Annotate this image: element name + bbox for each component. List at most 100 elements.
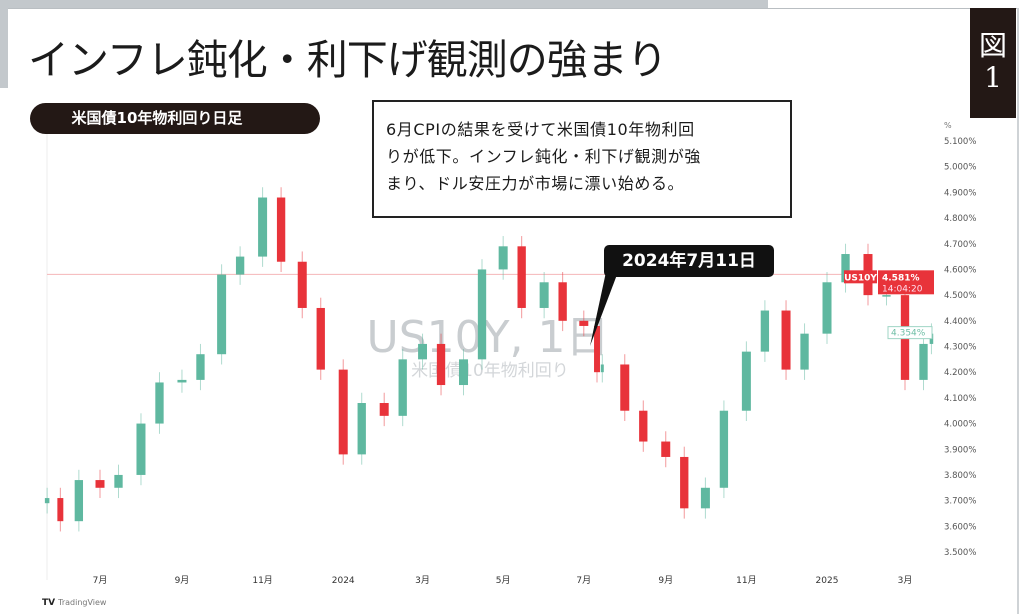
candle-body <box>600 364 604 373</box>
candle-body <box>760 310 770 352</box>
candle-body <box>436 343 446 386</box>
candle <box>398 349 407 427</box>
candle-body <box>258 197 268 257</box>
candle <box>719 400 729 499</box>
y-tick-label: 3.700% <box>944 497 976 507</box>
y-tick-label: 4.400% <box>944 317 976 327</box>
candle <box>517 236 526 319</box>
candle-body <box>741 351 751 411</box>
watermark-symbol: US10Y, 1日 <box>367 312 610 363</box>
y-tick-label: 3.600% <box>944 522 976 532</box>
candle-body <box>316 307 325 370</box>
candle-body <box>800 333 809 370</box>
candle-body <box>74 480 84 522</box>
candle <box>418 333 427 370</box>
x-tick-label: 7月 <box>576 575 591 586</box>
y-axis: 5.100% 5.000% 4.900% 4.800% 4.700% 4.600% 4.50… <box>944 137 976 558</box>
candle <box>822 272 832 344</box>
tradingview-logo-icon: TV <box>42 598 56 608</box>
candle <box>235 246 245 285</box>
candle <box>316 297 325 380</box>
date-callout: 2024年7月11日 <box>604 245 774 277</box>
candle-body <box>594 325 600 373</box>
candle-body <box>235 256 245 275</box>
candle <box>95 469 105 499</box>
y-tick-label: 3.800% <box>944 471 976 481</box>
candle <box>338 359 348 465</box>
candle <box>781 300 791 380</box>
card-edge <box>1017 8 1019 614</box>
page-title: インフレ鈍化・利下げ観測の強まり <box>28 36 668 84</box>
candle <box>539 272 549 319</box>
figure-number: 1 <box>984 61 1002 94</box>
candle-body <box>114 474 123 488</box>
callout-pointer <box>590 272 618 346</box>
candle-body <box>459 359 469 386</box>
candle-body <box>579 320 589 326</box>
candle-body <box>498 246 508 270</box>
annotation-line: 6月CPIの結果を受けて米国債10年物利回 <box>386 120 695 139</box>
candle-body <box>620 364 630 411</box>
y-tick-label: 4.200% <box>944 368 976 378</box>
candle <box>379 392 389 427</box>
y-tick-label: 4.900% <box>944 188 976 198</box>
candles <box>44 187 934 532</box>
last-price-label: 4.581% <box>882 273 920 283</box>
candle <box>155 372 164 434</box>
candle-body <box>882 295 891 297</box>
candle-body <box>177 379 187 383</box>
candle-body <box>155 382 164 424</box>
candle <box>919 333 928 391</box>
x-tick-label: 7月 <box>93 575 108 586</box>
symbol-price-tag: US10Y 4.581% 14:04:20 <box>844 270 934 295</box>
candle <box>600 354 604 383</box>
candle <box>661 431 671 468</box>
candle <box>841 243 850 293</box>
x-tick-label: 11月 <box>252 575 272 586</box>
candle-body <box>639 410 648 442</box>
current-value-tag: 4.354% <box>887 326 933 340</box>
chart-watermark: US10Y, 1日 米国債10年物利回り <box>367 312 610 381</box>
y-tick-label: 4.100% <box>944 394 976 404</box>
symbol-label: US10Y <box>844 273 877 283</box>
candle-body <box>196 354 205 380</box>
candle <box>498 236 508 280</box>
candle <box>136 413 146 486</box>
candle <box>558 272 567 332</box>
y-tick-label: 4.500% <box>944 291 976 301</box>
candle-body <box>822 282 832 334</box>
candle <box>459 349 469 396</box>
candle-body <box>539 282 549 308</box>
candle <box>639 400 648 452</box>
candle-body <box>517 246 526 308</box>
candle-body <box>418 343 427 360</box>
y-tick-label: 5.100% <box>944 137 976 147</box>
background-band <box>0 0 768 8</box>
candle <box>741 341 751 421</box>
x-tick-label: 2024 <box>332 576 355 586</box>
tradingview-brand: TradingView <box>58 598 107 607</box>
tradingview-logo: TV TradingView <box>42 598 106 608</box>
candle <box>800 323 809 380</box>
candle <box>760 300 770 362</box>
y-tick-label: 4.600% <box>944 265 976 275</box>
candle-body <box>95 480 105 488</box>
candle <box>217 264 227 365</box>
series-title-badge: 米国債10年物利回り日足 <box>30 103 320 134</box>
candle-body <box>398 359 407 416</box>
candle-body <box>276 197 286 262</box>
y-tick-label: 4.300% <box>944 343 976 353</box>
current-value-label: 4.354% <box>891 329 926 339</box>
figure-number-badge: 図 1 <box>970 8 1016 118</box>
candle-body <box>841 254 850 283</box>
y-tick-label: 3.500% <box>944 548 976 558</box>
candle-body <box>379 403 389 416</box>
x-axis: 7月 9月 11月 2024 3月 5月 7月 9月 11月 2025 3月 <box>93 575 913 586</box>
x-tick-label: 2025 <box>816 576 839 586</box>
candle-body <box>57 498 64 522</box>
candle <box>700 477 710 519</box>
candle-body <box>680 456 689 509</box>
watermark-name: 米国債10年物利回り <box>411 361 569 381</box>
candle <box>196 343 205 391</box>
